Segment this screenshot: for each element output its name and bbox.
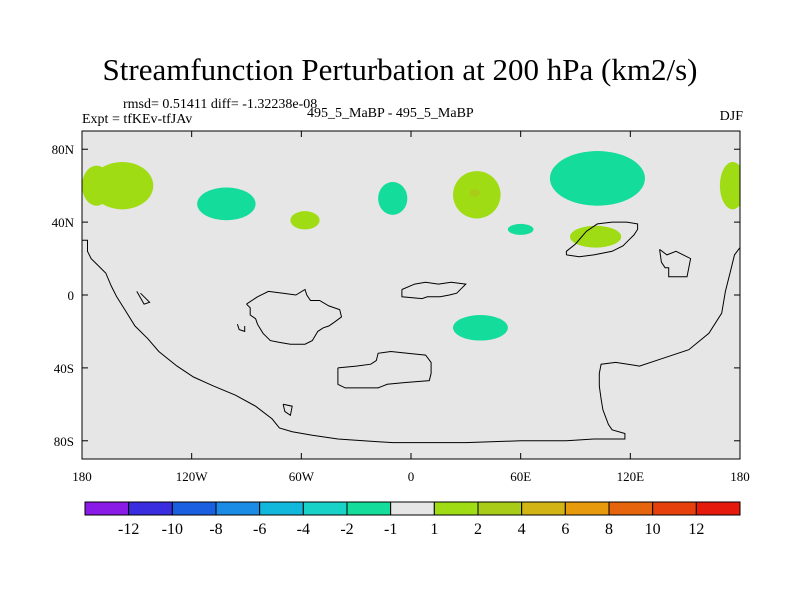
colorbar-label: -2: [340, 521, 353, 538]
colorbar-box: [259, 501, 304, 516]
coastline: [565, 221, 639, 258]
colorbar-label: 4: [518, 521, 526, 538]
colorbar-box: [390, 501, 435, 516]
colorbar-box: [84, 501, 130, 516]
case-label: 495_5_MaBP - 495_5_MaBP: [307, 106, 474, 121]
coastline: [236, 324, 246, 333]
colorbar-box: [346, 501, 392, 516]
coastline: [282, 403, 293, 417]
colorbar-box: [477, 501, 523, 516]
experiment-label: Expt = tfKEv-tfJAv: [82, 112, 193, 127]
coastline: [659, 249, 692, 278]
x-tick-label: 60E: [510, 469, 531, 484]
anomaly-region: [378, 182, 408, 215]
x-tick-label: 180: [730, 469, 750, 484]
anomaly-region: [549, 151, 645, 206]
coastline: [401, 281, 467, 300]
colorbar-box: [695, 501, 741, 516]
y-tick-label: 0: [68, 288, 75, 303]
anomaly-region: [469, 189, 481, 197]
x-tick-label: 0: [408, 469, 415, 484]
colorbar-box: [433, 501, 479, 516]
x-tick-label: 120E: [617, 469, 645, 484]
x-tick-label: 180: [72, 469, 92, 484]
x-tick-label: 60W: [289, 469, 315, 484]
y-tick-label: 40N: [52, 215, 75, 230]
coastline: [246, 288, 343, 345]
colorbar-label: -6: [253, 521, 266, 538]
anomaly-region: [290, 211, 320, 230]
colorbar-box: [215, 501, 261, 516]
coastline: [337, 350, 432, 389]
coastline: [136, 291, 151, 305]
anomaly-region: [82, 165, 112, 206]
colorbar-box: [652, 501, 697, 516]
y-tick-label: 80S: [54, 434, 74, 449]
colorbar-label: -4: [297, 521, 310, 538]
colorbar-label: 2: [474, 521, 482, 538]
colorbar-label: 12: [688, 521, 704, 538]
anomaly-region: [507, 223, 534, 235]
colorbar-box: [564, 501, 610, 516]
x-tick-label: 120W: [176, 469, 209, 484]
chart-title: Streamfunction Perturbation at 200 hPa (…: [102, 52, 698, 87]
stats-line: rmsd= 0.51411 diff= -1.32238e-08: [123, 97, 318, 112]
anomaly-layer: [82, 151, 740, 341]
colorbar-box: [302, 501, 348, 516]
colorbar-box: [608, 501, 654, 516]
y-tick-label: 40S: [54, 361, 74, 376]
colorbar-label: 10: [645, 521, 661, 538]
colorbar: -12 -10 -8 -6 -4 -2 -1 1 2 4 6 8 10 12: [84, 501, 741, 538]
colorbar-label: -10: [162, 521, 183, 538]
colorbar-box: [171, 501, 217, 516]
colorbar-label: -8: [209, 521, 222, 538]
colorbar-label: -12: [118, 521, 139, 538]
colorbar-label: 8: [605, 521, 613, 538]
colorbar-box: [128, 501, 173, 516]
anomaly-region: [719, 161, 740, 210]
colorbar-label: 1: [430, 521, 438, 538]
colorbar-label: 6: [561, 521, 569, 538]
anomaly-region: [570, 225, 622, 248]
anomaly-region: [453, 315, 508, 341]
y-tick-label: 80N: [52, 142, 75, 157]
coastline: [82, 239, 740, 444]
season-label: DJF: [719, 109, 743, 124]
axis-layer: 180 120W 60W 0 60E 120E 180 80N 40N 0 40S 80S: [52, 131, 750, 484]
coastline-layer: [82, 221, 740, 444]
colorbar-box: [521, 501, 566, 516]
anomaly-region: [197, 187, 256, 221]
colorbar-label: -1: [384, 521, 397, 538]
